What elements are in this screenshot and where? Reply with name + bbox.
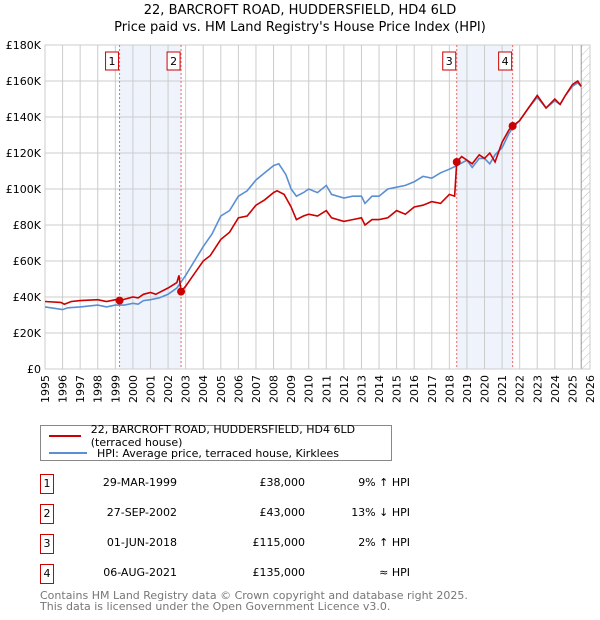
y-tick-label: £140K — [6, 111, 42, 124]
x-tick-label: 2022 — [514, 375, 527, 403]
x-tick-label: 2024 — [549, 375, 562, 403]
x-tick-label: 2004 — [197, 375, 210, 403]
sale-row: 2 27-SEP-2002 £43,000 13% ↓ HPI — [40, 504, 410, 526]
y-tick-label: £100K — [6, 183, 42, 196]
x-tick-label: 2015 — [391, 375, 404, 403]
x-tick-label: 2026 — [584, 375, 597, 403]
x-tick-label: 2007 — [250, 375, 263, 403]
x-tick-label: 2017 — [426, 375, 439, 403]
sale-date: 29-MAR-1999 — [102, 476, 177, 489]
x-tick-label: 1998 — [92, 375, 105, 403]
sale-price: £135,000 — [252, 566, 306, 579]
sale-number-badge: 1 — [40, 474, 54, 494]
x-tick-label: 2018 — [443, 375, 456, 403]
x-tick-label: 1999 — [109, 375, 122, 403]
legend-item-property: 22, BARCROFT ROAD, HUDDERSFIELD, HD4 6LD… — [49, 423, 391, 449]
sale-hpi-diff: 9% ↑ HPI — [358, 476, 410, 489]
footer-line: This data is licensed under the Open Gov… — [40, 600, 391, 613]
x-tick-label: 2009 — [285, 375, 298, 403]
price-chart: 1995 1996 1997 1998 1999 2000 2001 2002 2003 2004… — [6, 39, 597, 403]
sale-label: 2 — [170, 55, 177, 68]
sale-point — [508, 122, 517, 130]
x-tick-label: 2016 — [408, 375, 421, 403]
sale-date: 27-SEP-2002 — [106, 506, 177, 519]
chart-subtitle: Price paid vs. HM Land Registry's House … — [114, 20, 486, 35]
sale-price: £115,000 — [252, 536, 306, 549]
sale-label-box — [498, 51, 513, 71]
x-tick-label: 2000 — [127, 375, 140, 403]
sale-label: 3 — [446, 55, 453, 68]
y-tick-label: £40K — [13, 291, 42, 304]
y-tick-label: £60K — [13, 255, 42, 268]
sale-label-box — [166, 51, 181, 71]
y-tick-label: £0 — [27, 363, 41, 376]
blue-line-swatch — [49, 452, 87, 454]
x-tick-label: 2005 — [215, 375, 228, 403]
hpi-line — [44, 81, 582, 311]
x-tick-label: 2012 — [338, 375, 351, 403]
x-tick-label: 2013 — [355, 375, 368, 403]
x-tick-label: 2023 — [531, 375, 544, 403]
footer-line: Contains HM Land Registry data © Crown c… — [40, 589, 468, 602]
plot-border — [44, 44, 591, 370]
x-tick-label: 2006 — [232, 375, 245, 403]
x-tick-label: 2019 — [461, 375, 474, 403]
sale-point — [177, 287, 186, 296]
y-tick-label: £180K — [6, 39, 42, 52]
x-tick-label: 2003 — [180, 375, 193, 403]
chart-title: 22, BARCROFT ROAD, HUDDERSFIELD, HD4 6LD — [143, 3, 457, 18]
sale-price: £38,000 — [259, 476, 306, 489]
sale-number-badge: 2 — [40, 504, 54, 524]
legend: 22, BARCROFT ROAD, HUDDERSFIELD, HD4 6LD… — [40, 423, 392, 461]
x-tick-label: 2025 — [566, 375, 579, 403]
sale-number-badge: 3 — [40, 534, 54, 554]
sale-point — [115, 296, 124, 305]
footer: Contains HM Land Registry data © Crown c… — [40, 590, 468, 612]
y-tick-label: £120K — [6, 147, 42, 160]
property-price-line — [44, 79, 582, 306]
sale-label: 1 — [109, 55, 116, 68]
x-tick-label: 2010 — [303, 375, 316, 403]
sale-point — [452, 158, 461, 166]
sale-date: 01-JUN-2018 — [106, 536, 177, 549]
y-tick-label: £20K — [13, 327, 42, 340]
sale-row: 1 29-MAR-1999 £38,000 9% ↑ HPI — [40, 474, 410, 496]
x-tick-label: 1996 — [57, 375, 70, 403]
x-tick-label: 2002 — [162, 375, 175, 403]
x-tick-label: 2008 — [268, 375, 281, 403]
y-tick-label: £80K — [13, 219, 42, 232]
x-tick-label: 2021 — [496, 375, 509, 403]
y-tick-label: £160K — [6, 75, 42, 88]
x-tick-label: 2001 — [144, 375, 157, 403]
x-tick-label: 2014 — [373, 375, 386, 403]
x-tick-label: 1997 — [74, 375, 87, 403]
sale-row: 3 01-JUN-2018 £115,000 2% ↑ HPI — [40, 534, 410, 556]
x-tick-label: 2020 — [479, 375, 492, 403]
legend-item-hpi: HPI: Average price, terraced house, Kirk… — [49, 445, 339, 461]
legend-label: HPI: Average price, terraced house, Kirk… — [97, 446, 340, 460]
sale-date: 06-AUG-2021 — [103, 566, 177, 579]
x-tick-label: 1995 — [39, 375, 52, 403]
sale-hpi-diff: ≈ HPI — [379, 566, 410, 579]
sale-number-badge: 4 — [40, 564, 54, 584]
sale-label-box — [442, 51, 457, 71]
x-tick-label: 2011 — [320, 375, 333, 403]
red-line-swatch — [49, 435, 81, 437]
sale-label-box — [105, 51, 120, 71]
legend-label: 22, BARCROFT ROAD, HUDDERSFIELD, HD4 6LD… — [90, 423, 356, 449]
forecast-hatch — [581, 45, 590, 369]
sale-label: 4 — [502, 55, 509, 68]
sale-hpi-diff: 2% ↑ HPI — [358, 536, 410, 549]
sale-row: 4 06-AUG-2021 £135,000 ≈ HPI — [40, 564, 410, 586]
sale-price: £43,000 — [259, 506, 306, 519]
sale-hpi-diff: 13% ↓ HPI — [351, 506, 410, 519]
